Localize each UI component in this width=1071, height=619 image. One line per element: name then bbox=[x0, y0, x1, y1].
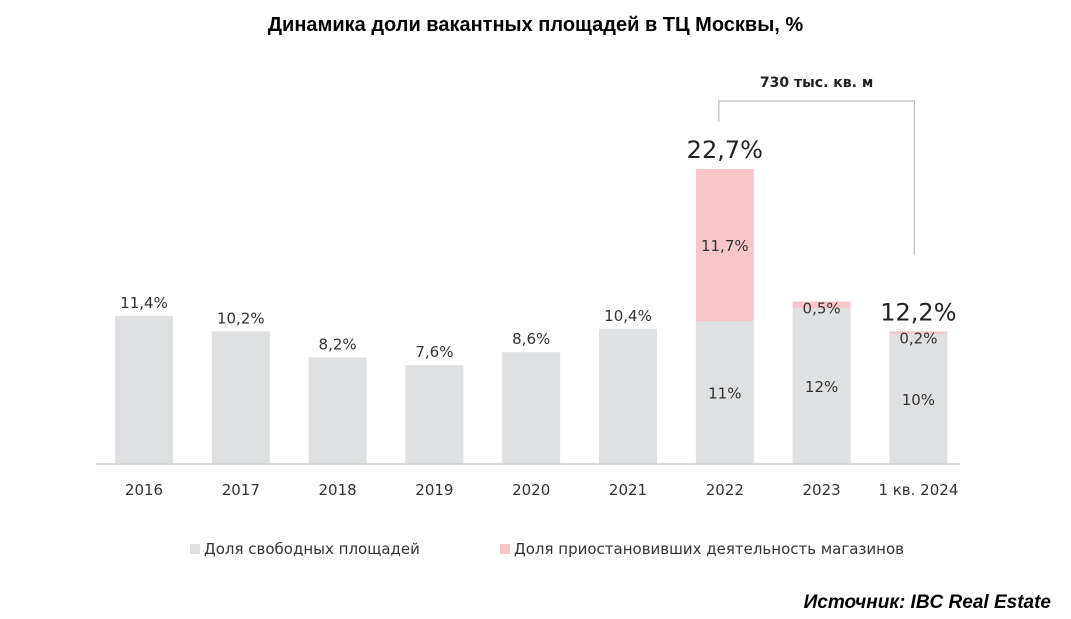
bar-free-space bbox=[695, 321, 754, 464]
bar-free-space bbox=[792, 308, 851, 464]
data-label: 10,2% bbox=[217, 309, 265, 327]
legend-item-free-space: Доля свободных площадей bbox=[190, 540, 420, 558]
data-label: 0,5% bbox=[803, 300, 841, 318]
data-label: 10% bbox=[902, 391, 935, 409]
data-label: 10,4% bbox=[604, 307, 652, 325]
x-tick-label: 2017 bbox=[222, 481, 260, 499]
chart-title: Динамика доли вакантных площадей в ТЦ Мо… bbox=[267, 14, 804, 36]
x-tick-label: 2022 bbox=[706, 481, 744, 499]
x-tick-label: 2021 bbox=[609, 481, 647, 499]
x-tick-label: 2016 bbox=[125, 481, 163, 499]
total-label: 12,2% bbox=[880, 298, 956, 326]
bar-suspended-stores bbox=[695, 168, 754, 321]
x-tick-label: 2019 bbox=[415, 481, 453, 499]
legend-item-suspended-stores: Доля приостановивших деятельность магази… bbox=[500, 540, 904, 558]
data-label: 8,2% bbox=[319, 335, 357, 353]
legend-swatch-suspended-stores bbox=[500, 544, 510, 554]
bar-free-space bbox=[115, 315, 173, 464]
source-note: Источник: IBC Real Estate bbox=[803, 592, 1051, 613]
bar-suspended-stores bbox=[792, 301, 851, 308]
legend-label-free-space: Доля свободных площадей bbox=[204, 540, 420, 558]
legend-label-suspended-stores: Доля приостановивших деятельность магази… bbox=[514, 540, 904, 558]
annotation-label: 730 тыс. кв. м bbox=[760, 75, 873, 91]
annotation-bracket bbox=[718, 100, 916, 255]
x-tick-label: 1 кв. 2024 bbox=[878, 481, 958, 499]
x-tick-label: 2020 bbox=[512, 481, 550, 499]
bar-free-space bbox=[599, 328, 657, 464]
x-tick-label: 2023 bbox=[803, 481, 841, 499]
legend-swatch-free-space bbox=[190, 544, 200, 554]
bar-free-space bbox=[308, 357, 367, 464]
data-label: 8,6% bbox=[512, 330, 550, 348]
bar-free-space bbox=[405, 365, 464, 464]
data-label: 11,7% bbox=[701, 237, 749, 255]
bar-suspended-stores bbox=[889, 331, 948, 334]
total-label: 22,7% bbox=[687, 136, 763, 164]
data-label: 12% bbox=[805, 378, 838, 396]
x-tick-label: 2018 bbox=[319, 481, 357, 499]
data-label: 0,2% bbox=[899, 329, 937, 347]
bar-free-space bbox=[211, 331, 270, 464]
bar-chart: 11,4% 2016 10,2% 2017 8,2% 2018 7,6% 2019 8,6% 20… bbox=[96, 75, 960, 499]
data-label: 7,6% bbox=[415, 343, 453, 361]
bar-free-space bbox=[889, 334, 948, 464]
bar-free-space bbox=[502, 352, 561, 464]
data-label: 11% bbox=[708, 385, 741, 403]
data-label: 11,4% bbox=[120, 294, 168, 312]
